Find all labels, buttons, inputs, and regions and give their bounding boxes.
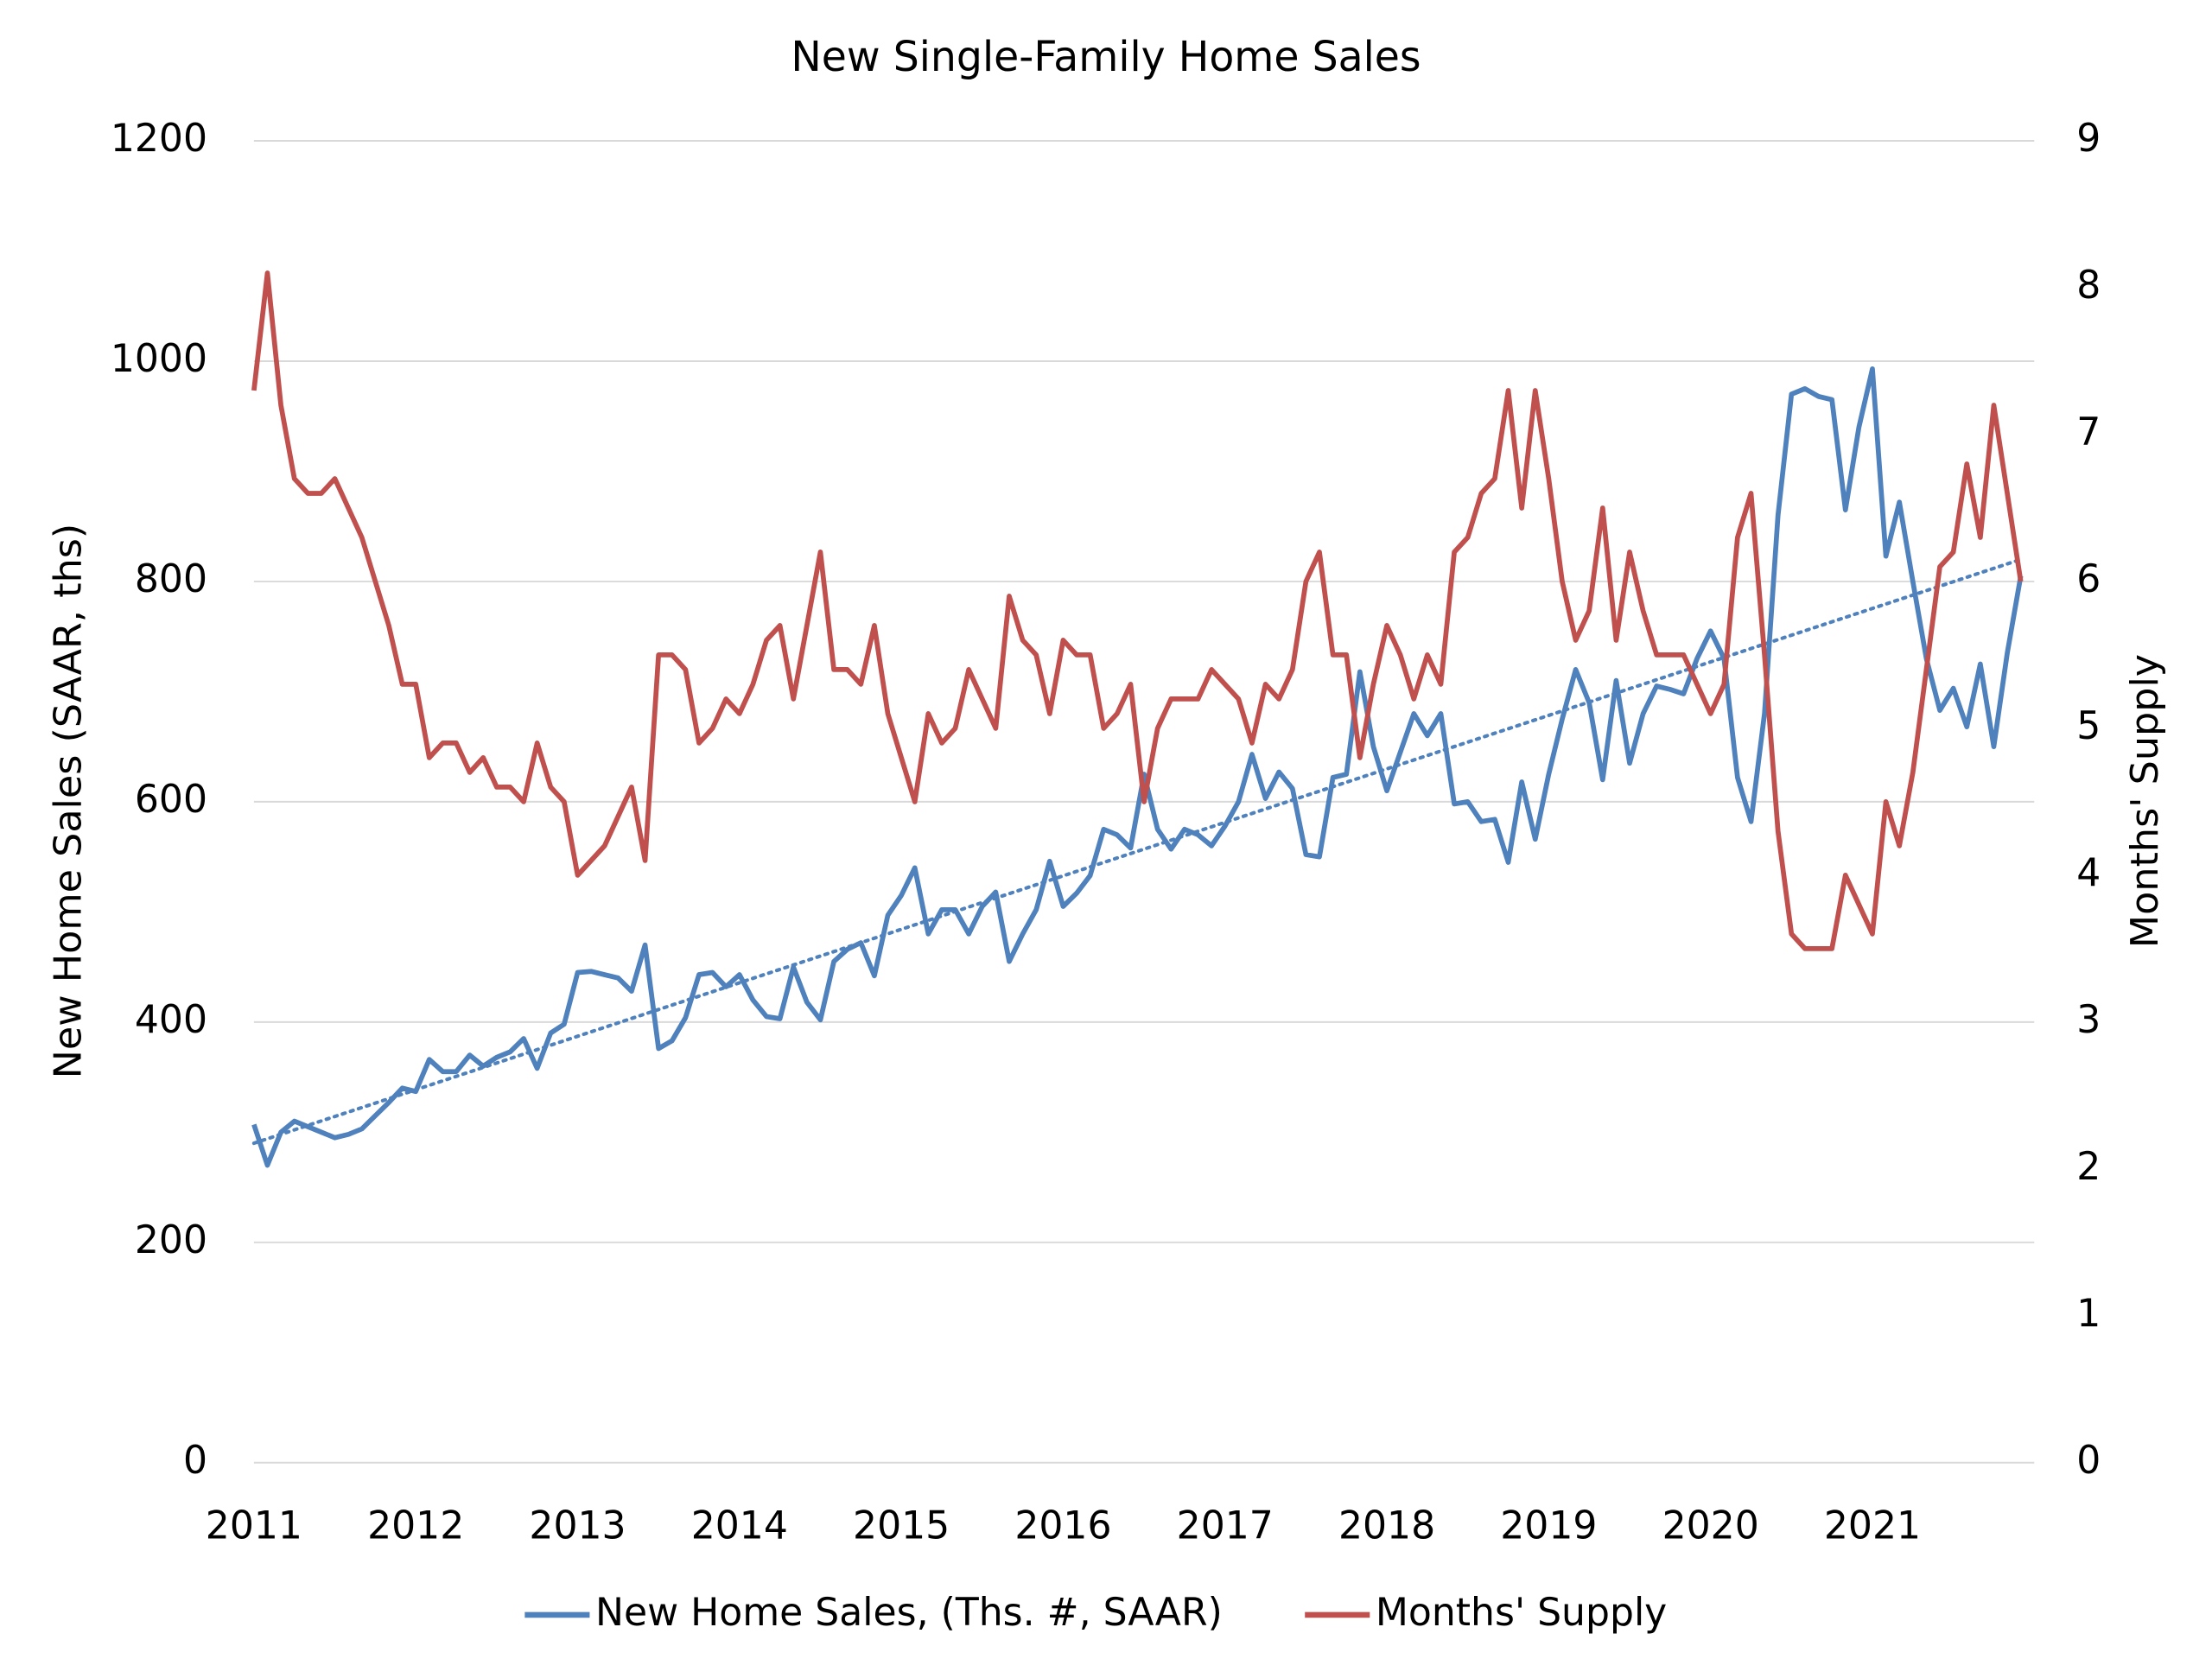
y-axis-title: New Home Sales (SAAR, ths): [47, 524, 91, 1079]
y-tick-label: 800: [135, 557, 207, 601]
y2-tick-label: 3: [2076, 998, 2101, 1042]
x-tick-label: 2011: [206, 1503, 302, 1548]
y2-tick-label: 9: [2076, 117, 2101, 161]
x-tick-label: 2021: [1824, 1503, 1921, 1548]
x-tick-label: 2016: [1014, 1503, 1111, 1548]
y2-tick-label: 8: [2076, 264, 2101, 308]
y2-tick-label: 2: [2076, 1145, 2101, 1189]
y-tick-label: 1000: [111, 337, 207, 381]
y-tick-label: 200: [135, 1218, 207, 1262]
y-tick-label: 1200: [111, 117, 207, 161]
y2-tick-label: 1: [2076, 1292, 2101, 1336]
legend-label: Months' Supply: [1376, 1591, 1667, 1635]
x-tick-label: 2017: [1177, 1503, 1274, 1548]
x-tick-label: 2015: [853, 1503, 950, 1548]
y2-tick-label: 5: [2076, 704, 2101, 748]
x-tick-label: 2012: [367, 1503, 464, 1548]
x-tick-label: 2019: [1500, 1503, 1597, 1548]
y-tick-label: 600: [135, 778, 207, 822]
y-tick-label: 0: [183, 1439, 207, 1483]
x-tick-label: 2020: [1662, 1503, 1759, 1548]
legend-label: New Home Sales, (Ths. #, SAAR): [595, 1591, 1223, 1635]
series-line: [251, 366, 2024, 1168]
y-tick-label: 400: [135, 998, 207, 1042]
x-tick-label: 2014: [691, 1503, 788, 1548]
y2-tick-label: 7: [2076, 410, 2101, 454]
chart-title: New Single-Family Home Sales: [791, 34, 1421, 81]
trendline: [251, 557, 2023, 1146]
x-tick-label: 2018: [1338, 1503, 1435, 1548]
y2-axis-title: Months' Supply: [2123, 654, 2167, 948]
series-line: [251, 270, 2024, 951]
y2-tick-label: 4: [2076, 851, 2101, 895]
y2-tick-label: 6: [2076, 557, 2101, 601]
x-tick-label: 2013: [529, 1503, 626, 1548]
y2-tick-label: 0: [2076, 1439, 2101, 1483]
